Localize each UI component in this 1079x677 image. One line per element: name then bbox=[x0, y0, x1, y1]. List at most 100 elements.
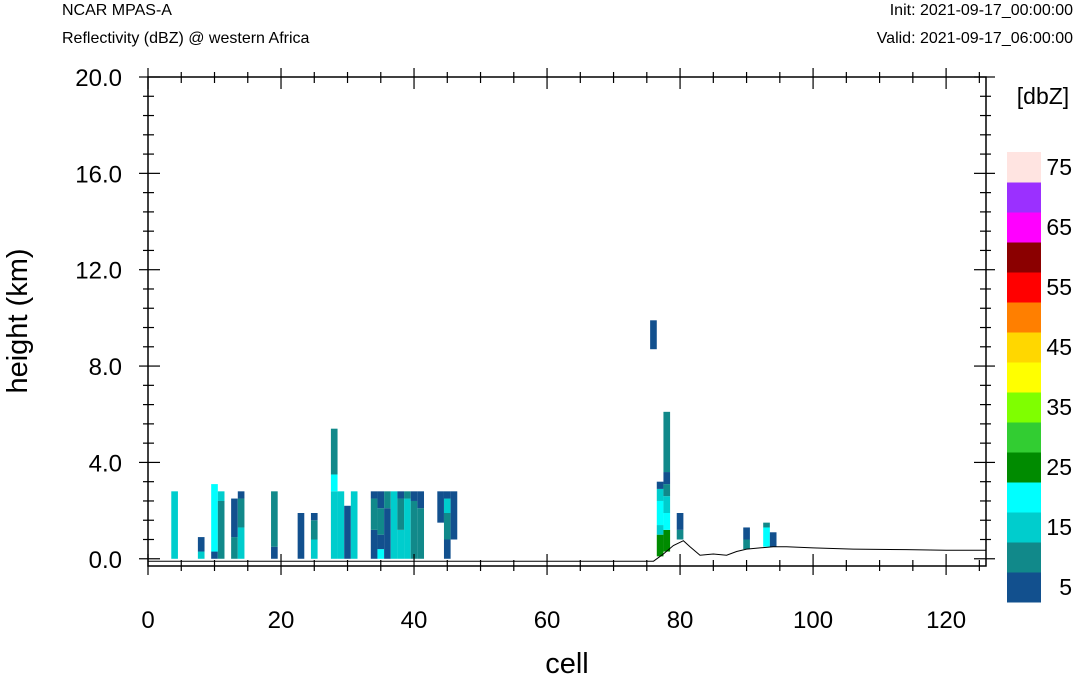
reflectivity-cell bbox=[663, 496, 671, 513]
reflectivity-cell bbox=[676, 529, 684, 540]
reflectivity-cell bbox=[397, 498, 405, 530]
reflectivity-cell bbox=[443, 513, 451, 540]
reflectivity-cell bbox=[217, 491, 225, 501]
x-tick-labels: 0 20 40 60 80 100 120 bbox=[141, 607, 966, 634]
reflectivity-cell bbox=[450, 491, 458, 540]
y-axis-label: height (km) bbox=[2, 248, 34, 393]
field-title: Reflectivity (dBZ) @ western Africa bbox=[62, 30, 310, 47]
reflectivity-cell bbox=[417, 491, 425, 509]
reflectivity-cell bbox=[384, 491, 391, 509]
reflectivity-cell bbox=[211, 551, 218, 559]
reflectivity-cell bbox=[171, 491, 178, 559]
colorbar bbox=[1007, 152, 1041, 603]
reflectivity-cell bbox=[231, 498, 238, 538]
colorbar-label: 5 bbox=[1059, 574, 1072, 600]
colorbar-swatch bbox=[1007, 332, 1041, 363]
reflectivity-cell bbox=[443, 491, 451, 499]
reflectivity-cell bbox=[397, 491, 405, 499]
reflectivity-cell bbox=[237, 491, 245, 499]
colorbar-swatch bbox=[1007, 302, 1041, 333]
reflectivity-cell bbox=[656, 481, 664, 489]
reflectivity-cell bbox=[310, 520, 318, 540]
reflectivity-cell bbox=[443, 539, 451, 559]
reflectivity-cell bbox=[217, 500, 225, 559]
x-tick-label: 60 bbox=[534, 607, 561, 634]
reflectivity-cell bbox=[443, 498, 451, 513]
reflectivity-cell bbox=[404, 498, 411, 559]
y-tick-label: 12.0 bbox=[75, 258, 122, 285]
colorbar-label: 25 bbox=[1046, 454, 1072, 480]
reflectivity-cell bbox=[370, 491, 378, 499]
init-time: Init: 2021-09-17_00:00:00 bbox=[889, 2, 1073, 19]
reflectivity-cell bbox=[650, 320, 657, 350]
reflectivity-cell bbox=[370, 498, 378, 530]
reflectivity-cell bbox=[297, 513, 305, 559]
colorbar-label: 55 bbox=[1046, 274, 1072, 300]
x-tick-label: 100 bbox=[793, 607, 833, 634]
reflectivity-cell bbox=[390, 491, 398, 559]
reflectivity-cell bbox=[197, 537, 205, 552]
x-tick-label: 80 bbox=[667, 607, 694, 634]
reflectivity-cell bbox=[370, 529, 378, 559]
y-tick-label: 8.0 bbox=[89, 354, 122, 381]
reflectivity-cell bbox=[330, 428, 338, 475]
reflectivity-cell bbox=[763, 522, 770, 528]
terrain-line bbox=[148, 540, 986, 562]
reflectivity-cell bbox=[410, 491, 418, 501]
colorbar-swatch bbox=[1007, 572, 1041, 603]
colorbar-swatch bbox=[1007, 182, 1041, 213]
reflectivity-cell bbox=[384, 508, 391, 559]
reflectivity-cell bbox=[769, 532, 777, 547]
colorbar-swatch bbox=[1007, 422, 1041, 453]
reflectivity-cell bbox=[211, 484, 218, 552]
reflectivity-cell bbox=[656, 500, 664, 526]
colorbar-swatch bbox=[1007, 272, 1041, 303]
reflectivity-cell bbox=[330, 491, 338, 559]
plot-frame bbox=[147, 76, 987, 567]
colorbar-swatch bbox=[1007, 392, 1041, 423]
colorbar-label: 35 bbox=[1046, 394, 1072, 420]
reflectivity-cell bbox=[377, 491, 385, 509]
reflectivity-cell bbox=[330, 474, 338, 492]
colorbar-swatch bbox=[1007, 452, 1041, 483]
x-tick-label: 120 bbox=[926, 607, 966, 634]
reflectivity-cell bbox=[663, 411, 671, 473]
reflectivity-cell bbox=[404, 491, 411, 499]
x-tick-label: 0 bbox=[141, 607, 154, 634]
valid-time: Valid: 2021-09-17_06:00:00 bbox=[876, 30, 1073, 47]
reflectivity-cell bbox=[310, 513, 318, 521]
x-tick-label: 20 bbox=[268, 607, 295, 634]
reflectivity-cell bbox=[656, 534, 664, 557]
model-title: NCAR MPAS-A bbox=[62, 2, 172, 19]
colorbar-unit: [dbZ] bbox=[1017, 83, 1069, 109]
reflectivity-cell bbox=[197, 551, 205, 559]
reflectivity-cell bbox=[377, 508, 385, 535]
reflectivity-cell bbox=[377, 534, 385, 550]
axis-ticks bbox=[139, 68, 995, 575]
reflectivity-cell bbox=[410, 500, 418, 559]
reflectivity-cell bbox=[763, 527, 770, 547]
reflectivity-cell bbox=[377, 549, 385, 559]
colorbar-label: 75 bbox=[1046, 154, 1072, 180]
x-tick-label: 40 bbox=[401, 607, 428, 634]
y-tick-labels: 0.0 4.0 8.0 12.0 16.0 20.0 bbox=[75, 65, 122, 574]
colorbar-swatch bbox=[1007, 152, 1041, 183]
y-tick-label: 4.0 bbox=[89, 450, 122, 477]
y-tick-label: 0.0 bbox=[89, 547, 122, 574]
reflectivity-cell bbox=[676, 513, 684, 530]
colorbar-label: 45 bbox=[1046, 334, 1072, 360]
reflectivity-cell bbox=[231, 537, 238, 559]
y-tick-label: 16.0 bbox=[75, 161, 122, 188]
reflectivity-cell bbox=[271, 491, 278, 547]
reflectivity-cell bbox=[344, 505, 351, 559]
colorbar-swatch bbox=[1007, 212, 1041, 243]
reflectivity-cell bbox=[237, 527, 245, 559]
reflectivity-cell bbox=[663, 529, 671, 552]
colorbar-label: 15 bbox=[1046, 514, 1072, 540]
colorbar-swatch bbox=[1007, 242, 1041, 273]
reflectivity-cell bbox=[337, 491, 345, 559]
reflectivity-cell bbox=[663, 513, 671, 530]
colorbar-swatch bbox=[1007, 362, 1041, 393]
reflectivity-cell bbox=[663, 484, 671, 497]
